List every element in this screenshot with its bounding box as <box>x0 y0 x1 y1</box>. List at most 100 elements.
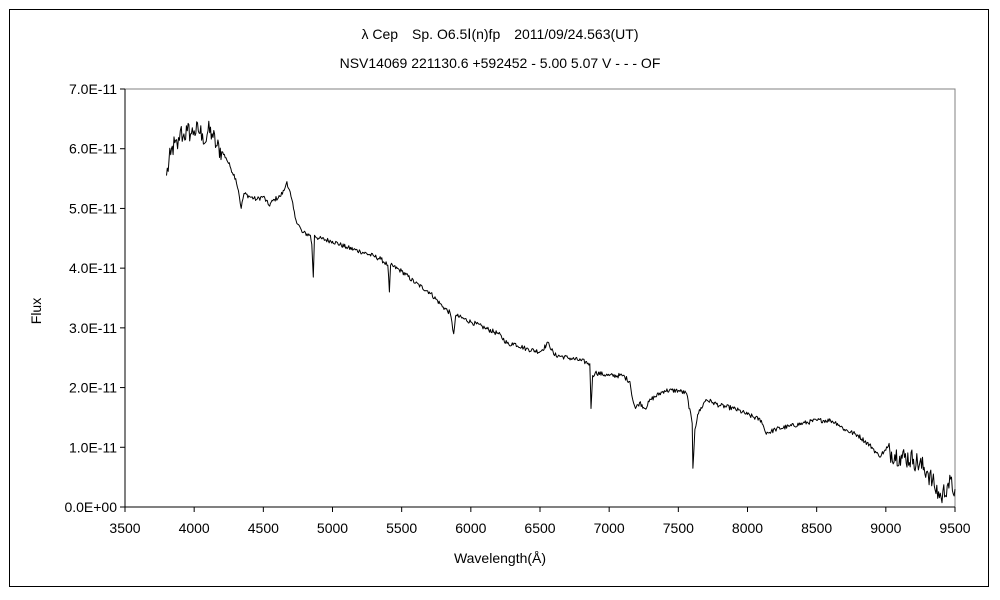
chart-frame <box>9 9 989 587</box>
data-point <box>429 291 430 292</box>
data-point <box>678 390 679 391</box>
chart-subtitle: NSV14069 221130.6 +592452 - 5.00 5.07 V … <box>339 55 661 71</box>
data-point <box>775 429 776 430</box>
x-tick-label: 5000 <box>317 520 348 536</box>
y-tick-label: 5.0E-11 <box>69 200 117 216</box>
data-point <box>191 133 192 134</box>
data-point <box>198 130 199 131</box>
x-tick-label: 6000 <box>455 520 486 536</box>
data-point <box>235 178 236 179</box>
data-point <box>788 426 789 427</box>
data-point <box>871 447 872 448</box>
data-point <box>837 423 838 424</box>
data-point <box>170 154 171 155</box>
data-point <box>290 196 291 197</box>
data-point <box>954 489 955 490</box>
y-tick-label: 1.0E-11 <box>69 439 117 455</box>
series-layer <box>166 120 956 504</box>
data-point <box>311 244 312 245</box>
data-point <box>268 205 269 206</box>
data-point <box>635 408 636 409</box>
data-point <box>664 390 665 391</box>
data-point <box>314 235 315 236</box>
data-point <box>816 420 817 421</box>
y-tick-label: 4.0E-11 <box>69 260 117 276</box>
data-point <box>187 130 188 131</box>
data-point <box>443 306 444 307</box>
data-point <box>645 408 646 409</box>
data-point <box>526 348 527 349</box>
data-point <box>243 193 244 194</box>
data-point <box>692 423 693 424</box>
data-point <box>509 345 510 346</box>
data-point <box>295 217 296 218</box>
y-tick-label: 3.0E-11 <box>69 320 117 336</box>
data-point <box>548 342 549 343</box>
data-point <box>694 429 695 430</box>
plot-area <box>124 88 956 508</box>
data-point <box>216 145 217 146</box>
x-tick-labels: 3500 4000 4500 5000 5500 6000 6500 7000 7500 8000… <box>109 520 970 536</box>
data-point <box>346 247 347 248</box>
data-point <box>286 181 287 182</box>
data-point <box>712 402 713 403</box>
data-point <box>941 497 942 498</box>
data-point <box>719 405 720 406</box>
data-point <box>279 196 280 197</box>
data-point <box>174 142 175 143</box>
data-point <box>581 360 582 361</box>
data-point <box>455 315 456 316</box>
data-point <box>692 468 693 469</box>
data-point <box>639 402 640 403</box>
data-point <box>212 133 213 134</box>
data-point <box>590 408 591 409</box>
data-point <box>498 333 499 334</box>
data-point <box>373 256 374 257</box>
x-axis-label: Wavelength(Å) <box>453 550 547 566</box>
data-point <box>697 414 698 415</box>
data-point <box>183 136 184 137</box>
data-point <box>878 456 879 457</box>
data-point <box>230 166 231 167</box>
data-point <box>256 199 257 200</box>
data-point <box>284 190 285 191</box>
data-point <box>595 372 596 373</box>
data-point <box>263 196 264 197</box>
data-point <box>360 251 361 252</box>
x-tick-label: 8000 <box>732 520 763 536</box>
data-point <box>769 432 770 433</box>
data-point <box>415 283 416 284</box>
y-tick-label: 6.0E-11 <box>69 141 117 157</box>
x-tick-label: 3500 <box>109 520 140 536</box>
data-point <box>450 312 451 313</box>
data-point <box>221 151 222 152</box>
data-point <box>885 450 886 451</box>
data-point <box>899 456 900 457</box>
data-point <box>844 429 845 430</box>
data-point <box>202 133 203 134</box>
data-point <box>589 363 590 364</box>
data-point <box>390 265 391 266</box>
data-point <box>761 420 762 421</box>
data-point <box>927 471 928 472</box>
data-point <box>302 232 303 233</box>
data-point <box>622 375 623 376</box>
y-axis-label: Flux <box>28 297 44 325</box>
y-tick-label: 7.0E-11 <box>69 81 117 97</box>
data-point <box>310 235 311 236</box>
x-tick-label: 7500 <box>663 520 694 536</box>
y-tick-label: 2.0E-11 <box>69 380 117 396</box>
x-tick-label: 4000 <box>179 520 210 536</box>
data-point <box>686 393 687 394</box>
data-point <box>632 399 633 400</box>
data-point <box>733 408 734 409</box>
series-line <box>166 120 956 504</box>
data-point <box>456 315 457 316</box>
x-tick-label: 4500 <box>248 520 279 536</box>
data-point <box>166 175 167 176</box>
data-point <box>225 157 226 158</box>
data-point <box>858 435 859 436</box>
data-point <box>830 420 831 421</box>
tick-marks <box>120 88 956 512</box>
